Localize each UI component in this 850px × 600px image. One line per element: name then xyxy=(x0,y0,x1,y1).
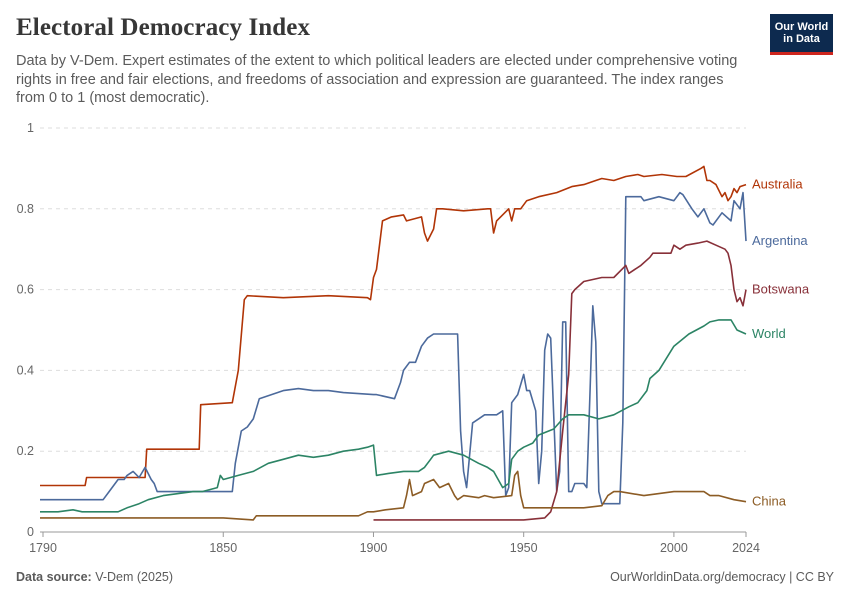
source-value: V-Dem (2025) xyxy=(95,570,174,584)
y-tick-label: 0.4 xyxy=(17,363,34,377)
owid-logo[interactable]: Our World in Data xyxy=(770,14,833,55)
source-link[interactable]: OurWorldinData.org/democracy | CC BY xyxy=(610,570,834,584)
x-tick-label: 1950 xyxy=(510,541,538,555)
y-tick-label: 0.8 xyxy=(17,202,34,216)
y-tick-label: 0 xyxy=(27,525,34,539)
series-line-australia xyxy=(40,165,747,487)
x-tick-label: 1850 xyxy=(209,541,237,555)
x-tick-label: 2000 xyxy=(660,541,688,555)
x-tick-label: 1900 xyxy=(360,541,388,555)
series-line-argentina xyxy=(40,191,747,505)
series-label-world: World xyxy=(752,326,786,341)
x-tick-label: 2024 xyxy=(732,541,760,555)
series-line-botswana xyxy=(373,240,747,521)
x-tick-label: 1790 xyxy=(29,541,57,555)
footer-link: OurWorldinData.org/democracy | CC BY xyxy=(610,570,834,584)
series-line-world xyxy=(40,319,747,513)
series-label-australia: Australia xyxy=(752,177,803,192)
chart-title: Electoral Democracy Index xyxy=(16,14,311,41)
source-label: Data source: xyxy=(16,570,92,584)
y-tick-label: 0.6 xyxy=(17,283,34,297)
series-label-china: China xyxy=(752,494,787,509)
footer-source: Data source: V-Dem (2025) xyxy=(16,570,173,584)
logo-line-1: Our World xyxy=(774,21,829,33)
series-label-botswana: Botswana xyxy=(752,282,810,297)
series-label-argentina: Argentina xyxy=(752,233,808,248)
series-line-china xyxy=(40,470,747,521)
y-tick-label: 0.2 xyxy=(17,444,34,458)
y-tick-label: 1 xyxy=(27,121,34,135)
logo-line-2: in Data xyxy=(783,33,820,45)
chart-subtitle: Data by V-Dem. Expert estimates of the e… xyxy=(16,53,738,106)
